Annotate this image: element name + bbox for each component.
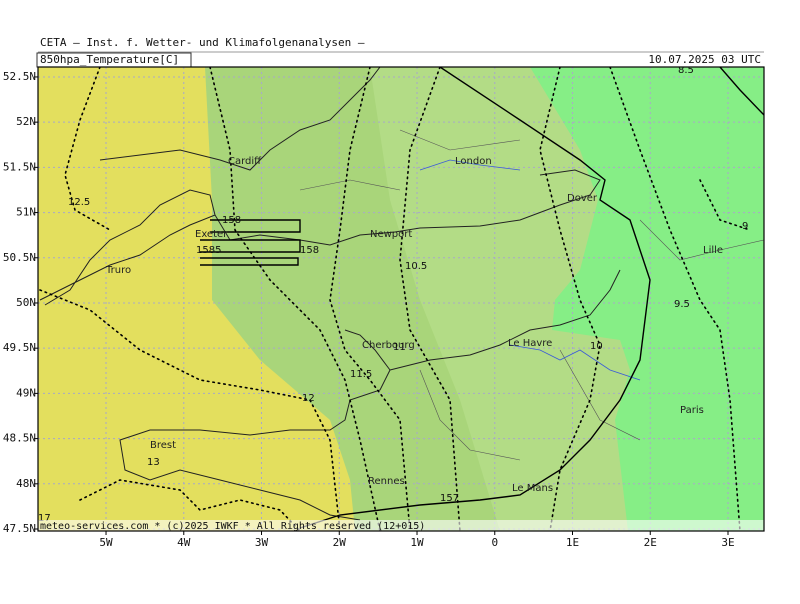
isotherm — [64, 67, 111, 231]
map-area: Cardiff London Dover Exeter Newport Trur… — [37, 65, 765, 532]
contour-label: 10 — [590, 341, 603, 352]
city-label: Truro — [105, 265, 131, 276]
isotherm — [209, 67, 381, 531]
lat-tick-label: 51.5N — [3, 160, 36, 173]
geopotential — [719, 67, 764, 116]
contour-label: 12 — [302, 393, 315, 404]
institute: CETA — Inst. f. Wetter- und Klimafolgena… — [40, 36, 365, 49]
lon-tick-label: 0 — [491, 536, 498, 549]
isotherm — [399, 67, 461, 531]
isotherm — [39, 289, 341, 531]
city-label: Cherbourg — [362, 340, 415, 351]
lat-tick-label: 51N — [16, 206, 36, 219]
city-label: London — [455, 156, 492, 167]
city-label: Dover — [567, 193, 598, 204]
lat-tick-label: 49.5N — [3, 341, 36, 354]
lon-tick-label: 2W — [333, 536, 347, 549]
geopotential — [299, 67, 651, 529]
contour-label: 9 — [742, 221, 748, 232]
isotherm — [539, 67, 601, 531]
isotherm — [329, 67, 411, 531]
city-label: Rennes — [368, 476, 405, 487]
lon-tick-label: 3E — [721, 536, 734, 549]
footer: meteo-services.com * (c)2025 IWKF * All … — [40, 521, 425, 532]
map-frame — [37, 66, 765, 532]
contour-label: 12.5 — [68, 197, 90, 208]
city-label: Paris — [680, 405, 704, 416]
coastline — [39, 169, 601, 306]
borders — [299, 129, 764, 461]
contour-label: 158 — [300, 245, 319, 256]
contour-label: 13 — [147, 457, 160, 468]
rivers — [419, 159, 641, 381]
city-label: Newport — [370, 229, 412, 240]
city-label: Le Havre — [508, 338, 552, 349]
isotherm — [79, 479, 301, 531]
lon-tick-label: 1W — [410, 536, 424, 549]
lon-tick-label: 2E — [644, 536, 657, 549]
contour-label: 17 — [38, 513, 51, 524]
city-label: Cardiff — [228, 156, 262, 167]
footer-bg — [38, 520, 764, 531]
city-label: Brest — [150, 440, 176, 451]
coastline — [99, 67, 381, 171]
city-label: Le Mans — [512, 483, 553, 494]
lat-tick-label: 50N — [16, 296, 36, 309]
coastline — [119, 269, 621, 521]
contour-label: 11.5 — [350, 369, 372, 380]
lon-tick-label: 3W — [255, 536, 269, 549]
contour-label: 11 — [393, 342, 406, 353]
lon-tick-label: 4W — [177, 536, 191, 549]
contour-label: 157 — [440, 493, 459, 504]
lat-tick-label: 48N — [16, 477, 36, 490]
contour-label: 8.5 — [678, 65, 694, 76]
lat-tick-label: 49N — [16, 386, 36, 399]
contour-label: 9.5 — [674, 299, 690, 310]
lat-tick-label: 47.5N — [3, 522, 36, 535]
lat-tick-label: 48.5N — [3, 432, 36, 445]
contour-label: 10.5 — [405, 261, 427, 272]
field-name: 850hpa_Temperature[C] — [40, 53, 179, 66]
lat-tick-label: 52.5N — [3, 70, 36, 83]
contour-label: 158 — [222, 215, 241, 226]
city-label: Lille — [703, 245, 723, 256]
valid-time: 10.07.2025 03 UTC — [648, 53, 761, 66]
isotherm — [699, 179, 751, 231]
city-label: Exeter — [195, 229, 228, 240]
isotherm — [609, 67, 741, 531]
lat-tick-label: 52N — [16, 115, 36, 128]
contour-label: 1585 — [196, 245, 221, 256]
geopotential — [200, 219, 301, 266]
lon-tick-label: 1E — [566, 536, 579, 549]
lat-tick-label: 50.5N — [3, 251, 36, 264]
lon-tick-label: 5W — [99, 536, 113, 549]
